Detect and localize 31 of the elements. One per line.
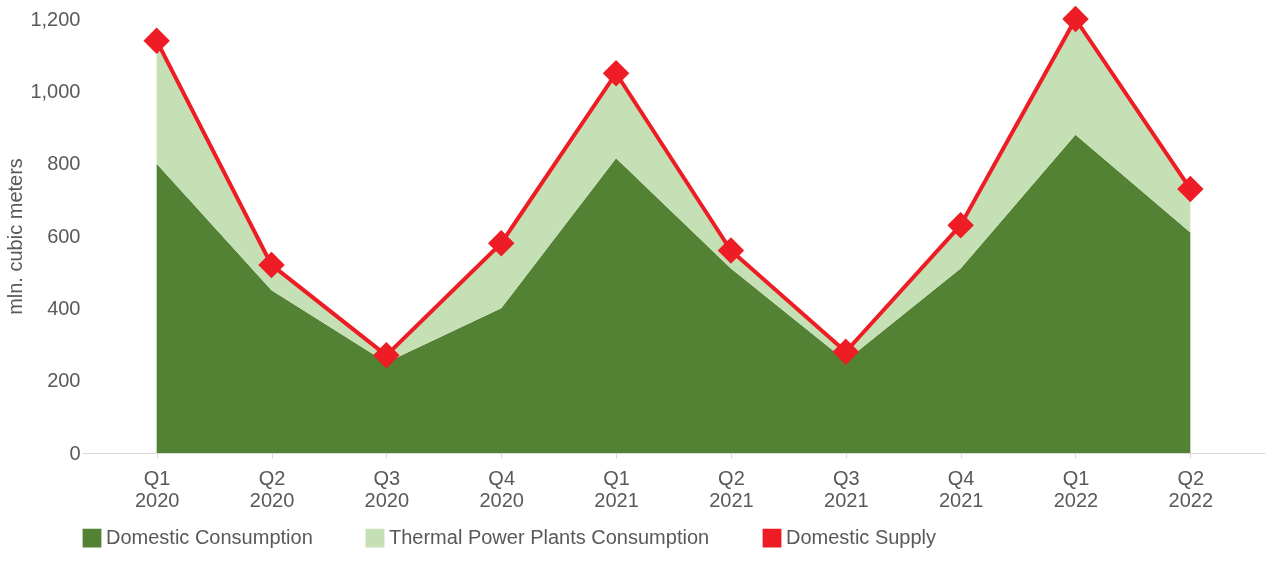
y-tick-label: 1,200	[30, 7, 81, 30]
point	[373, 342, 400, 369]
y-tick-label: 400	[47, 296, 81, 319]
y-tick-label: 0	[69, 441, 81, 464]
point	[602, 60, 630, 87]
legend-label: Thermal Power Plants Consumption	[389, 526, 710, 549]
point	[947, 211, 974, 239]
point	[832, 338, 860, 365]
point	[258, 251, 285, 279]
x-tick-label: Q4 2021	[938, 466, 984, 511]
x-tick-label: Q3 2020	[364, 466, 410, 511]
y-tick-label: 800	[47, 152, 81, 175]
y-tick-label: 600	[47, 224, 81, 247]
x-tick-label: Q1 2022	[1053, 466, 1099, 511]
x-tick-label: Q2 2022	[1168, 466, 1214, 511]
x-tick-label: Q1 2020	[134, 466, 180, 511]
y-tick-label: 200	[47, 369, 81, 392]
x-tick-label: Q3 2021	[824, 466, 869, 511]
y-axis-title: mln. cubic meters	[4, 158, 27, 315]
legend-label: Domestic Supply	[786, 526, 937, 549]
x-tick-label: Q4 2020	[479, 466, 524, 511]
point	[717, 237, 745, 264]
y-tick-label: 1,000	[30, 79, 81, 102]
legend-label: Domestic Consumption	[106, 526, 313, 549]
x-tick-label: Q1 2021	[594, 466, 639, 511]
point	[487, 230, 515, 257]
x-tick-label: Q2 2020	[249, 466, 295, 511]
x-tick-label: Q2 2021	[709, 466, 754, 511]
point	[143, 27, 170, 54]
point	[1177, 175, 1204, 203]
point	[1062, 5, 1089, 33]
